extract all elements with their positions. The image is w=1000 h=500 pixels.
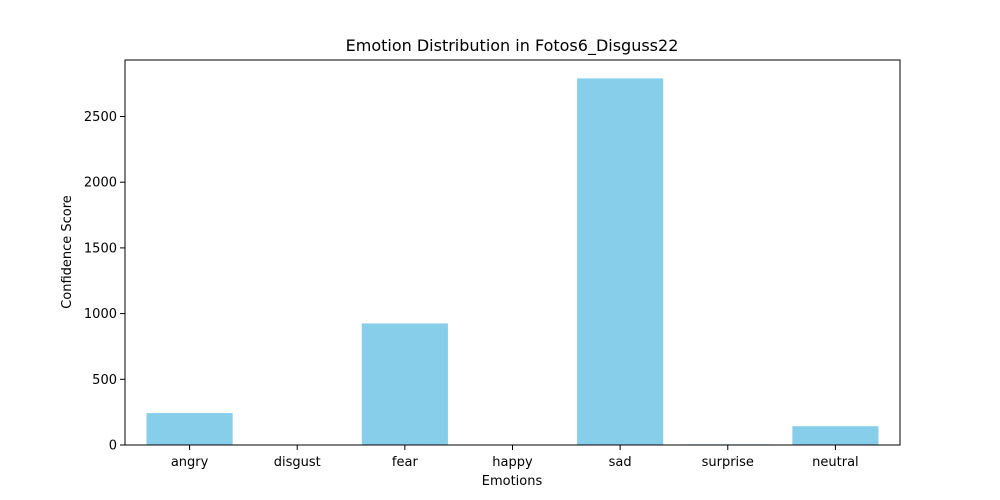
y-tick-label: 500 (92, 373, 117, 388)
x-tick-label-angry: angry (171, 455, 209, 470)
y-axis-label: Confidence Score (60, 195, 75, 309)
y-tick-label: 2000 (84, 176, 117, 191)
y-tick-label: 1000 (84, 307, 117, 322)
bar-angry (146, 413, 233, 445)
x-tick-label-disgust: disgust (274, 455, 321, 470)
x-tick-label-neutral: neutral (812, 455, 859, 470)
bars-group (146, 78, 879, 446)
y-tick-label: 0 (109, 439, 117, 454)
x-tick-label-surprise: surprise (702, 455, 754, 470)
x-tick-label-sad: sad (609, 455, 632, 470)
bar-fear (361, 323, 448, 445)
chart-title: Emotion Distribution in Fotos6_Disguss22 (346, 36, 679, 56)
y-axis-ticks: 0 500 1000 1500 2000 2500 (84, 110, 125, 454)
y-tick-label: 2500 (84, 110, 117, 125)
bar-sad (577, 78, 664, 445)
x-tick-label-happy: happy (492, 455, 533, 470)
plot-frame (124, 59, 901, 446)
y-tick-label: 1500 (84, 241, 117, 256)
bar-neutral (792, 426, 879, 445)
x-axis-label: Emotions (482, 474, 543, 489)
x-tick-label-fear: fear (392, 455, 419, 470)
x-axis-ticks: angry disgust fear happy sad surprise neutral (171, 445, 859, 470)
